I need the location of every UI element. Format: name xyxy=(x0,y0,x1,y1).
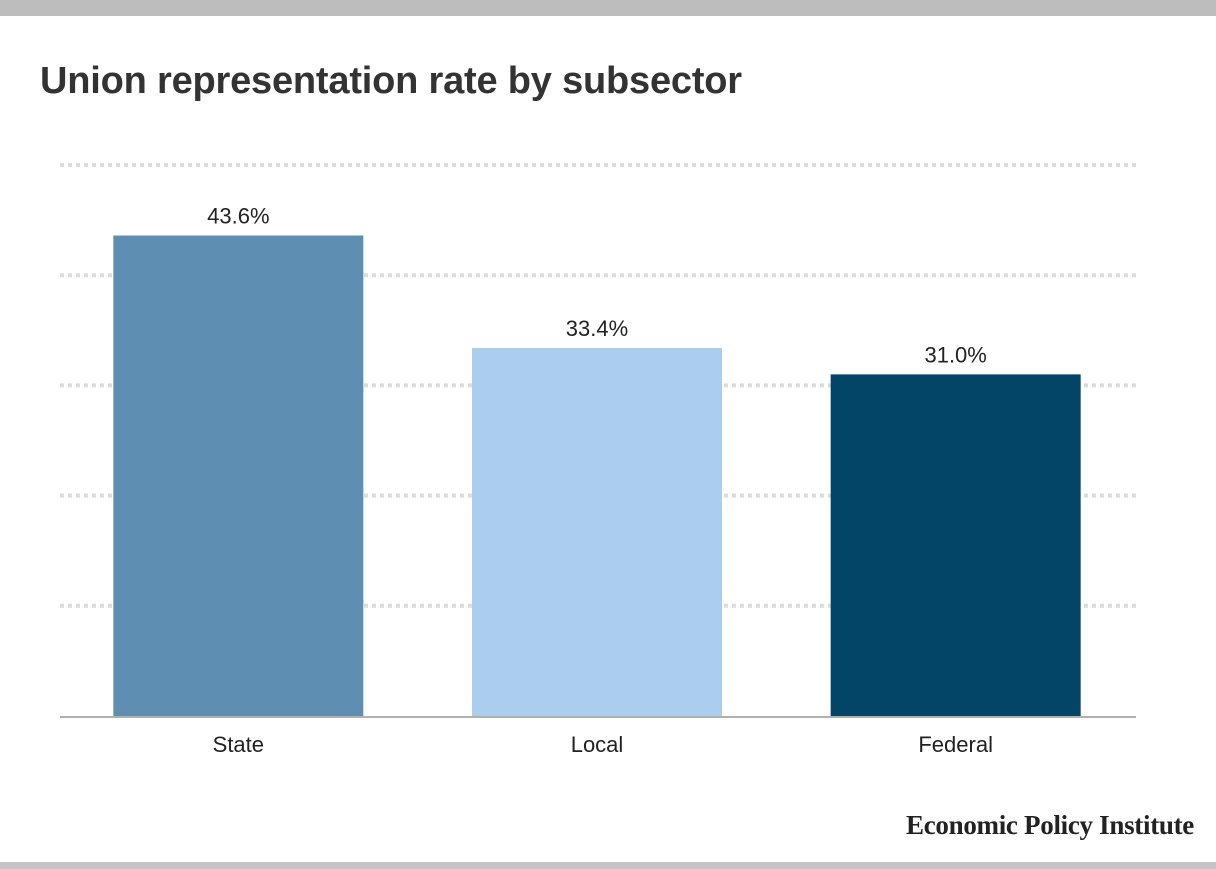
value-labels: 43.6% State 33.4% Local 31.0% Federal xyxy=(207,204,993,757)
bar-federal xyxy=(830,374,1081,716)
bar-state xyxy=(113,235,364,716)
bottom-rule xyxy=(0,862,1216,869)
value-label-federal: 31.0% xyxy=(924,342,986,367)
bar-local xyxy=(472,347,722,716)
x-tick-label-state: State xyxy=(213,732,264,757)
chart-title: Union representation rate by subsector xyxy=(40,60,742,102)
value-label-local: 33.4% xyxy=(566,316,628,341)
x-tick-label-federal: Federal xyxy=(918,732,993,757)
value-label-state: 43.6% xyxy=(207,204,269,229)
bars xyxy=(113,235,1081,716)
x-tick-label-local: Local xyxy=(571,732,624,757)
top-rule xyxy=(0,0,1216,16)
source-credit: Economic Policy Institute xyxy=(906,810,1194,840)
